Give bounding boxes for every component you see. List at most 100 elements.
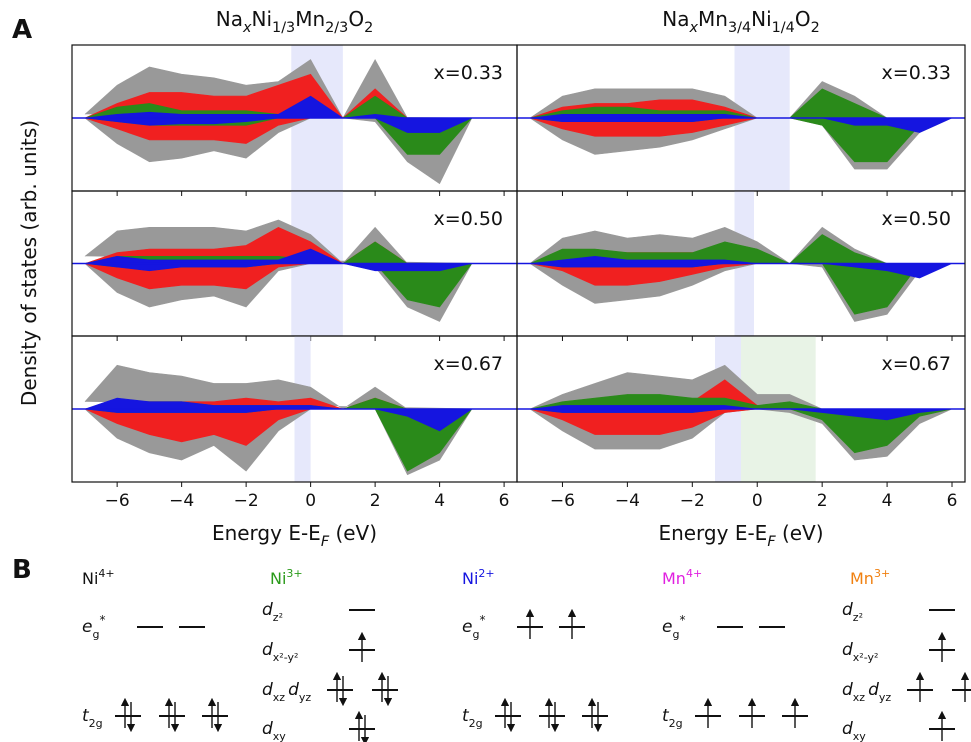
y-axis-label: Density of states (arb. units): [17, 120, 41, 406]
panel-annotation: x=0.67: [882, 353, 951, 375]
x-tick-label: −4: [615, 491, 640, 511]
orbital: [582, 697, 608, 733]
x-tick-label: −6: [105, 491, 130, 511]
orbital-subscript: 2g: [89, 717, 103, 730]
x-tick-label: −2: [234, 491, 259, 511]
orbital: [907, 671, 933, 702]
plot-area: [517, 336, 965, 482]
text-part: Na: [662, 7, 689, 31]
ion-charge: 4+: [98, 567, 114, 580]
panel-label: A: [12, 15, 32, 45]
text-part: x: [688, 20, 698, 36]
panel-annotation: x=0.50: [882, 208, 951, 230]
x-tick-label: 6: [499, 491, 510, 511]
text-part: Ni: [252, 7, 273, 31]
x-tick-label: 6: [947, 491, 958, 511]
orbital-symbol: t: [662, 706, 670, 726]
x-tick-label: −6: [550, 491, 575, 511]
orbital: [559, 608, 585, 639]
text-part: Energy E-E: [212, 521, 321, 545]
rich-text: Energy E-EF (eV): [658, 521, 823, 550]
orbital: [695, 697, 721, 728]
orbital: [159, 697, 185, 733]
orbital: [539, 697, 565, 733]
text-part: F: [767, 534, 776, 550]
orbital-label: dz²: [842, 600, 863, 624]
dos-area: [529, 88, 952, 119]
ion-name: Ni: [270, 569, 286, 588]
orbital: [517, 608, 543, 639]
plot-area: [72, 336, 517, 482]
orbital-label: eg*: [82, 613, 105, 641]
text-part: O: [348, 7, 364, 31]
text-part: Energy E-E: [658, 521, 767, 545]
ion-name: Mn: [662, 569, 686, 588]
text-part: 2/3: [325, 20, 348, 36]
text-part: Na: [216, 7, 243, 31]
orbital: [739, 697, 765, 728]
x-tick-label: −4: [169, 491, 194, 511]
orbital: [929, 631, 955, 662]
x-tick-label: 0: [305, 491, 316, 511]
orbital-subscript: xy: [273, 730, 287, 742]
orbital-subscript: z²: [273, 611, 283, 624]
text-part: (eV): [329, 521, 377, 545]
orbital-subscript: xy: [853, 730, 867, 742]
orbital-subscript: x²-y²: [273, 651, 299, 664]
orbital-label: dxz dyz: [842, 680, 891, 704]
orbital-symbol: e: [662, 617, 672, 637]
x-tick-label: −2: [680, 491, 705, 511]
orbital-label: dx²-y²: [842, 640, 878, 664]
text-part: 2: [811, 20, 820, 36]
orbital-symbol: e: [462, 617, 472, 637]
orbital-subscript: xz: [853, 691, 866, 704]
ion-name: Ni: [462, 569, 478, 588]
orbital-subscript: x²-y²: [853, 651, 879, 664]
axes-frame: [516, 335, 966, 483]
orbital-label: t2g: [662, 706, 683, 730]
orbital-label: eg*: [662, 613, 685, 641]
orbital-symbol: t: [462, 706, 470, 726]
orbital-subscript: xz: [273, 691, 286, 704]
ion-label: Ni4+: [82, 567, 115, 588]
x-tick-label: 4: [882, 491, 893, 511]
orbital: [327, 671, 353, 707]
orbital-subscript: z²: [853, 611, 863, 624]
ion-name: Mn: [850, 569, 874, 588]
text-part: (eV): [776, 521, 824, 545]
orbital-subscript: g: [472, 628, 479, 641]
orbital: [929, 710, 955, 741]
ion-label: Ni2+: [462, 567, 495, 588]
rich-text: Energy E-EF (eV): [212, 521, 377, 550]
orbital: [202, 697, 228, 733]
orbital-symbol: d: [262, 600, 273, 620]
orbital: [349, 710, 375, 742]
orbital: [495, 697, 521, 733]
plot-area: [72, 191, 517, 336]
orbital-label: t2g: [462, 706, 483, 730]
orbital: [349, 631, 375, 662]
ion-charge: 3+: [874, 567, 890, 580]
dos-area: [529, 234, 952, 264]
text-part: O: [795, 7, 811, 31]
panel-label: B: [12, 555, 32, 585]
rich-text: NaxMn3/4Ni1/4O2: [662, 7, 819, 36]
orbital-symbol: d: [842, 719, 853, 739]
x-tick-label: 2: [370, 491, 381, 511]
orbital: [782, 697, 808, 728]
orbital-label: eg*: [462, 613, 485, 641]
orbital-subscript: g: [672, 628, 679, 641]
orbital-subscript: yz: [879, 691, 892, 704]
ion-charge: 3+: [286, 567, 302, 580]
orbital-superscript: *: [479, 613, 485, 627]
orbital-subscript: g: [92, 628, 99, 641]
orbital-label: dxz dyz: [262, 680, 311, 704]
orbital-symbol: d: [842, 600, 853, 620]
x-tick-label: 2: [817, 491, 828, 511]
ion-charge: 4+: [686, 567, 702, 580]
panel-annotation: x=0.50: [434, 208, 503, 230]
text-part: 1/3: [272, 20, 295, 36]
orbital-symbol: d: [868, 680, 879, 700]
ion-label: Mn4+: [662, 567, 702, 588]
